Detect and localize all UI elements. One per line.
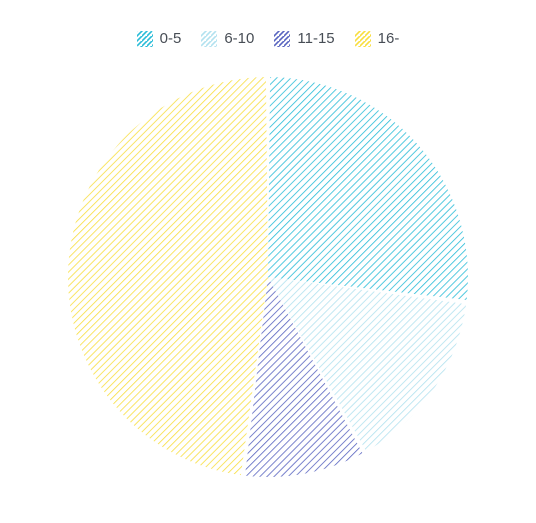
pie-svg — [48, 57, 488, 497]
legend: 0-5 6-10 11-15 16- — [0, 0, 536, 57]
pie-slice[interactable] — [68, 77, 268, 475]
legend-swatch — [137, 31, 153, 47]
legend-item[interactable]: 16- — [355, 30, 400, 47]
legend-item[interactable]: 6-10 — [201, 30, 254, 47]
legend-item[interactable]: 0-5 — [137, 30, 182, 47]
legend-item[interactable]: 11-15 — [274, 30, 334, 47]
legend-label: 0-5 — [160, 30, 182, 47]
legend-swatch — [274, 31, 290, 47]
pie-chart-container: 0-5 6-10 11-15 16- — [0, 0, 536, 523]
legend-label: 6-10 — [224, 30, 254, 47]
legend-swatch — [201, 31, 217, 47]
legend-swatch — [355, 31, 371, 47]
legend-label: 16- — [378, 30, 400, 47]
pie-slice[interactable] — [268, 77, 468, 300]
pie-area — [0, 57, 536, 497]
legend-label: 11-15 — [297, 30, 334, 47]
